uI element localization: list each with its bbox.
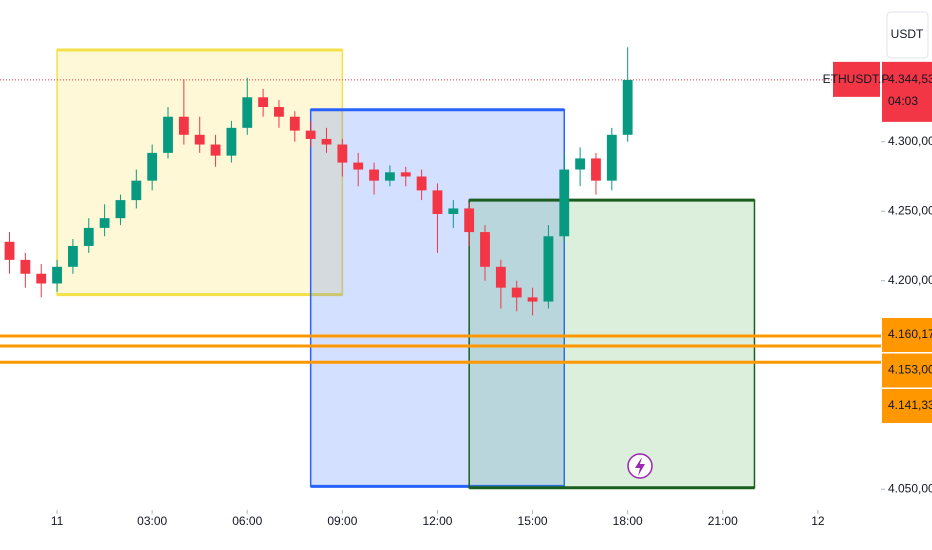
candle-body	[416, 176, 427, 191]
candle-body	[337, 144, 348, 163]
zone	[309, 109, 566, 488]
currency-button[interactable]	[886, 11, 929, 59]
candle-body	[178, 116, 189, 135]
candle-body	[369, 169, 379, 181]
y-tick-label: 4.050,00	[888, 481, 932, 495]
last-price-label: 4.344,53	[888, 72, 932, 86]
y-tick-label: 4.250,00	[888, 203, 932, 217]
level-label-box	[882, 318, 932, 352]
plot-area	[0, 47, 932, 490]
symbol-label: ETHUSDT.P	[823, 72, 890, 86]
candle-body	[36, 273, 47, 284]
candle-body	[52, 266, 62, 284]
x-tick-label: 12	[811, 514, 825, 528]
candle-body	[385, 172, 395, 181]
candle-body	[258, 97, 269, 108]
candle-body	[20, 259, 31, 274]
candle-body	[559, 169, 570, 237]
candle-body	[274, 107, 284, 117]
y-tick-label: 4.200,00	[888, 273, 932, 287]
y-tick-label: 4.300,00	[888, 134, 932, 148]
level-label: 4.141,33	[888, 398, 932, 412]
candle-body	[194, 134, 205, 145]
candle-body	[131, 180, 142, 201]
level-label-box	[882, 389, 932, 423]
candle-body	[606, 134, 617, 181]
candle-body	[4, 241, 15, 260]
x-tick-label: 09:00	[327, 514, 357, 528]
candle-body	[591, 158, 601, 181]
currency-label: USDT	[891, 27, 924, 41]
candle-body	[147, 152, 158, 181]
countdown-label: 04:03	[888, 94, 918, 108]
candle-body	[115, 200, 126, 219]
x-tick-label: 15:00	[518, 514, 548, 528]
candle-body	[432, 190, 443, 215]
candle-body	[226, 127, 237, 156]
candle-body	[448, 208, 459, 215]
candle-body	[353, 162, 364, 170]
last-price-box	[882, 61, 932, 122]
candle-body	[242, 97, 253, 128]
candle-body	[400, 172, 411, 177]
candle-body	[480, 232, 490, 267]
zone	[468, 199, 756, 489]
candle-body	[289, 116, 300, 131]
candle-body	[575, 158, 586, 170]
x-tick-label: 21:00	[708, 514, 738, 528]
zone	[56, 49, 344, 296]
candle-body	[511, 287, 522, 298]
level-label-box	[882, 353, 932, 388]
candle-body	[622, 79, 633, 135]
level-label: 4.153,00	[888, 363, 932, 377]
candle-body	[67, 245, 78, 267]
x-tick-label: 12:00	[422, 514, 452, 528]
symbol-tag	[833, 61, 880, 97]
candle-body	[99, 218, 110, 228]
candle-body	[305, 130, 316, 139]
level-label: 4.160,17	[888, 327, 932, 341]
candle-body	[163, 116, 173, 153]
candle-body	[527, 297, 538, 302]
candle-body	[210, 144, 221, 156]
candle-body	[321, 138, 332, 145]
candle-body	[83, 227, 94, 246]
candle-body	[464, 208, 475, 233]
axes: 4.300,00 4.250,00 4.200,00 4.050,00 11 03:00 0…	[51, 0, 932, 550]
lightning-icon	[627, 453, 653, 479]
x-tick-label: 06:00	[232, 514, 262, 528]
candle-body	[495, 266, 506, 288]
x-tick-label: 11	[51, 514, 64, 528]
x-tick-label: 18:00	[613, 514, 643, 528]
x-tick-label: 03:00	[137, 514, 167, 528]
candle-body	[543, 236, 554, 302]
